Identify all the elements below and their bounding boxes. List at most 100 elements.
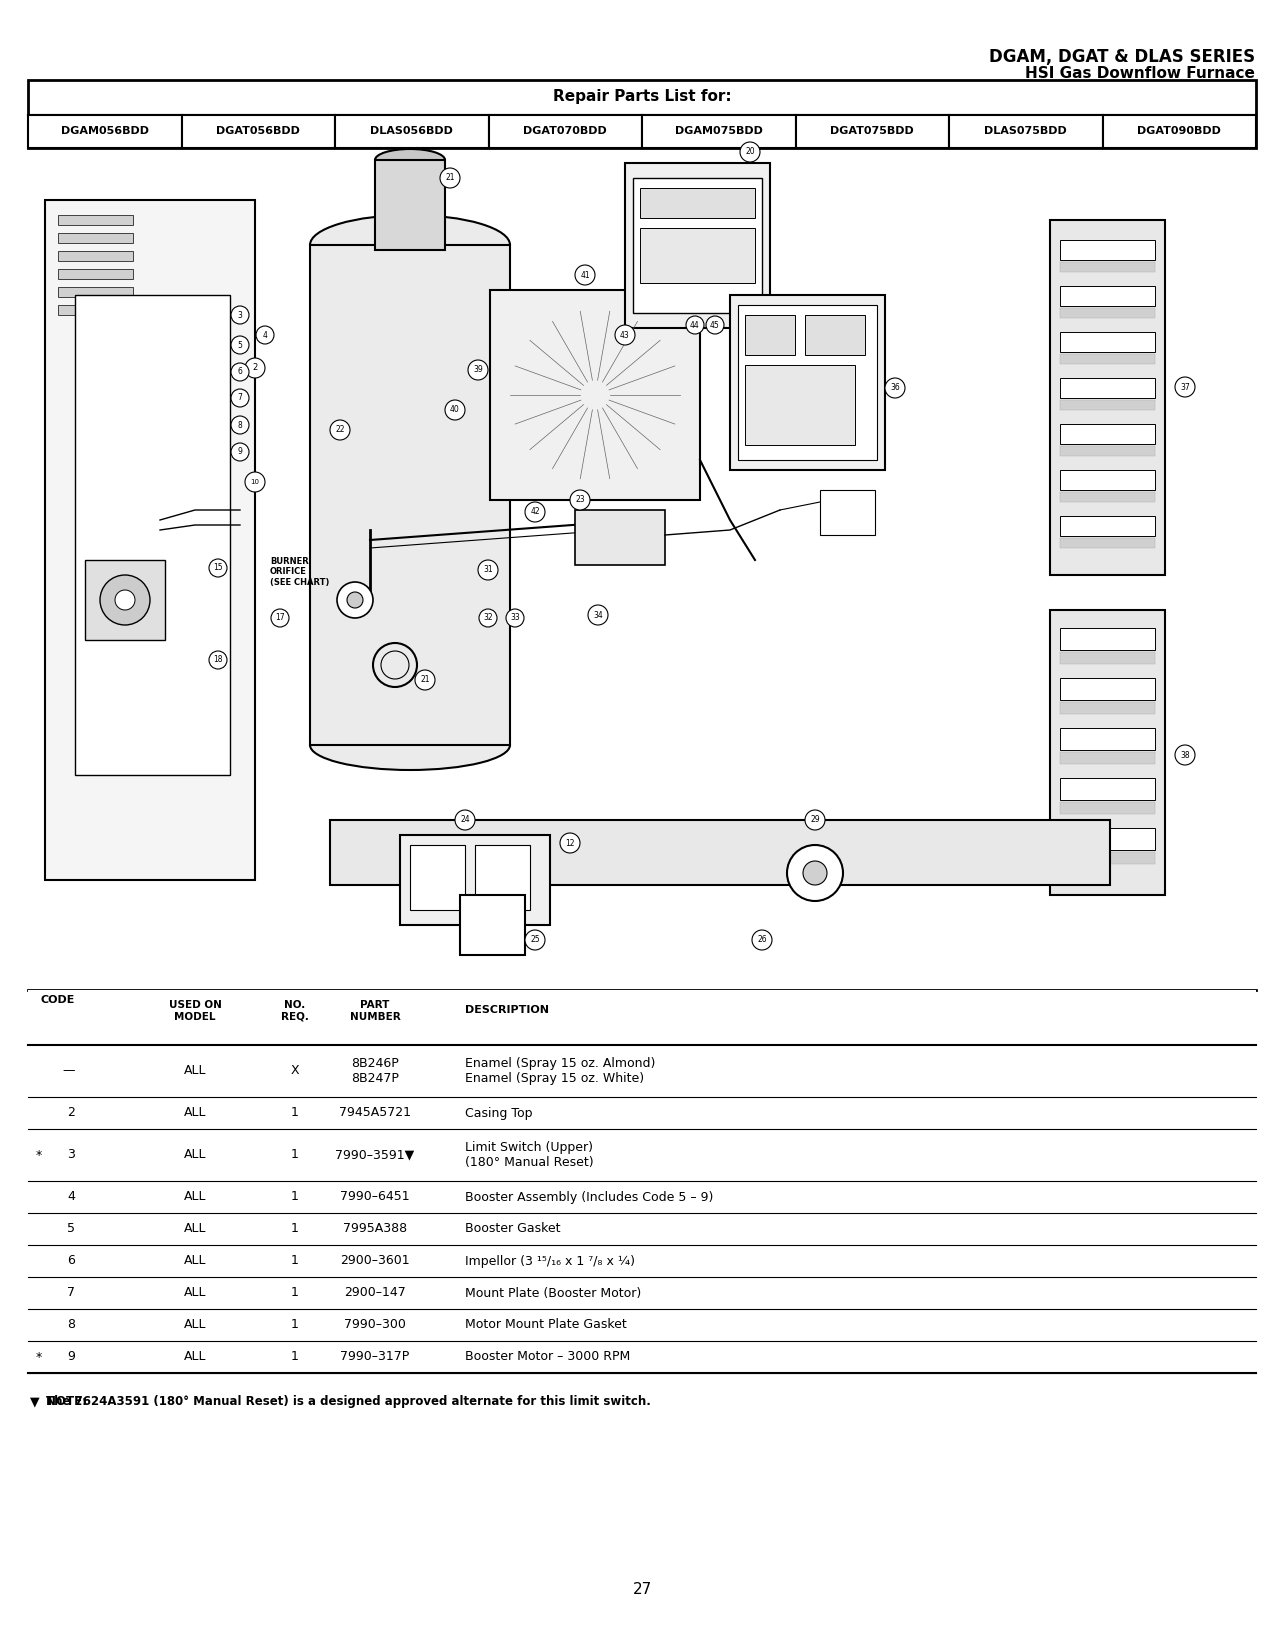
Circle shape bbox=[588, 606, 609, 625]
Text: NO.
REQ.: NO. REQ. bbox=[281, 1000, 309, 1021]
Circle shape bbox=[506, 609, 524, 627]
Text: 2900–147: 2900–147 bbox=[344, 1287, 406, 1300]
Text: Enamel (Spray 15 oz. Almond)
Enamel (Spray 15 oz. White): Enamel (Spray 15 oz. Almond) Enamel (Spr… bbox=[465, 1058, 655, 1086]
Text: 3: 3 bbox=[238, 310, 243, 320]
Text: DGAM075BDD: DGAM075BDD bbox=[675, 127, 763, 137]
Text: ▼: ▼ bbox=[30, 1394, 44, 1407]
Text: NOTE:: NOTE: bbox=[46, 1394, 91, 1407]
Text: 7995A388: 7995A388 bbox=[343, 1223, 407, 1236]
Circle shape bbox=[455, 810, 475, 830]
Text: ALL: ALL bbox=[184, 1287, 207, 1300]
Text: 22: 22 bbox=[335, 426, 344, 434]
Circle shape bbox=[467, 360, 488, 380]
Circle shape bbox=[231, 337, 249, 355]
Text: 40: 40 bbox=[451, 406, 460, 414]
Bar bbox=[74, 295, 230, 776]
Text: 8: 8 bbox=[238, 421, 243, 429]
Text: 3: 3 bbox=[67, 1148, 74, 1162]
Bar bbox=[85, 559, 166, 640]
Bar bbox=[1061, 752, 1156, 764]
Text: 1: 1 bbox=[291, 1107, 299, 1119]
Bar bbox=[1061, 629, 1156, 650]
Circle shape bbox=[805, 810, 826, 830]
Text: 27: 27 bbox=[633, 1582, 651, 1597]
Bar bbox=[1061, 678, 1156, 700]
Text: 36: 36 bbox=[890, 383, 900, 393]
Text: 2: 2 bbox=[67, 1107, 74, 1119]
Text: 7: 7 bbox=[238, 393, 243, 403]
Bar bbox=[625, 163, 770, 328]
Bar bbox=[1061, 516, 1156, 536]
Text: Mount Plate (Booster Motor): Mount Plate (Booster Motor) bbox=[465, 1287, 641, 1300]
Bar bbox=[1050, 610, 1165, 894]
Text: 8: 8 bbox=[67, 1318, 74, 1332]
Text: 32: 32 bbox=[483, 614, 493, 622]
Bar bbox=[805, 315, 865, 355]
Bar bbox=[1061, 851, 1156, 865]
Bar bbox=[410, 845, 465, 911]
Circle shape bbox=[802, 861, 827, 884]
Text: 9: 9 bbox=[67, 1350, 74, 1363]
Text: Booster Gasket: Booster Gasket bbox=[465, 1223, 561, 1236]
Text: 5: 5 bbox=[67, 1223, 74, 1236]
Bar bbox=[181, 116, 335, 148]
Text: X: X bbox=[290, 1064, 299, 1077]
Text: 29: 29 bbox=[810, 815, 819, 825]
Bar bbox=[1061, 332, 1156, 351]
Text: 17: 17 bbox=[275, 614, 285, 622]
Circle shape bbox=[336, 582, 372, 619]
Text: ALL: ALL bbox=[184, 1107, 207, 1119]
Text: USED ON
MODEL: USED ON MODEL bbox=[168, 1000, 221, 1021]
Text: Limit Switch (Upper)
(180° Manual Reset): Limit Switch (Upper) (180° Manual Reset) bbox=[465, 1142, 593, 1168]
Circle shape bbox=[686, 317, 704, 333]
Text: 43: 43 bbox=[620, 330, 630, 340]
Bar bbox=[639, 228, 755, 284]
Text: DLAS075BDD: DLAS075BDD bbox=[985, 127, 1067, 137]
Circle shape bbox=[231, 389, 249, 408]
Circle shape bbox=[525, 931, 544, 950]
Bar bbox=[1061, 470, 1156, 490]
Text: 44: 44 bbox=[690, 320, 700, 330]
Circle shape bbox=[330, 421, 351, 441]
Text: 21: 21 bbox=[446, 173, 455, 183]
Circle shape bbox=[575, 266, 594, 285]
Bar bbox=[1061, 399, 1156, 409]
Bar bbox=[738, 305, 877, 460]
Text: 12: 12 bbox=[565, 838, 575, 848]
Text: 18: 18 bbox=[213, 655, 222, 665]
Bar bbox=[796, 116, 949, 148]
Ellipse shape bbox=[375, 238, 446, 259]
Bar bbox=[28, 990, 1256, 1044]
Circle shape bbox=[1175, 376, 1195, 398]
Bar bbox=[330, 820, 1109, 884]
Text: 1: 1 bbox=[291, 1254, 299, 1267]
Circle shape bbox=[231, 305, 249, 323]
Bar bbox=[1061, 285, 1156, 305]
Text: Impellor (3 ¹⁵/₁₆ x 1 ⁷/₈ x ¼): Impellor (3 ¹⁵/₁₆ x 1 ⁷/₈ x ¼) bbox=[465, 1254, 636, 1267]
Bar bbox=[642, 116, 796, 148]
Bar bbox=[1061, 701, 1156, 714]
Text: 1: 1 bbox=[291, 1350, 299, 1363]
Text: 6: 6 bbox=[67, 1254, 74, 1267]
Circle shape bbox=[560, 833, 580, 853]
Text: 21: 21 bbox=[420, 675, 430, 685]
Text: Booster Assembly (Includes Code 5 – 9): Booster Assembly (Includes Code 5 – 9) bbox=[465, 1191, 714, 1203]
Ellipse shape bbox=[309, 719, 510, 771]
Text: 31: 31 bbox=[483, 566, 493, 574]
Bar bbox=[731, 295, 885, 470]
Text: DGAT056BDD: DGAT056BDD bbox=[216, 127, 300, 137]
Bar bbox=[1061, 779, 1156, 800]
Text: 23: 23 bbox=[575, 495, 584, 505]
Bar bbox=[1061, 262, 1156, 272]
Bar bbox=[745, 365, 855, 446]
Text: 20: 20 bbox=[745, 147, 755, 157]
Circle shape bbox=[256, 327, 273, 343]
Bar bbox=[58, 269, 134, 279]
Text: DGAT075BDD: DGAT075BDD bbox=[831, 127, 914, 137]
Bar bbox=[1050, 219, 1165, 574]
Circle shape bbox=[478, 559, 498, 581]
Bar bbox=[1061, 424, 1156, 444]
Text: 7990–6451: 7990–6451 bbox=[340, 1191, 410, 1203]
Ellipse shape bbox=[375, 148, 446, 172]
Bar bbox=[375, 160, 446, 251]
